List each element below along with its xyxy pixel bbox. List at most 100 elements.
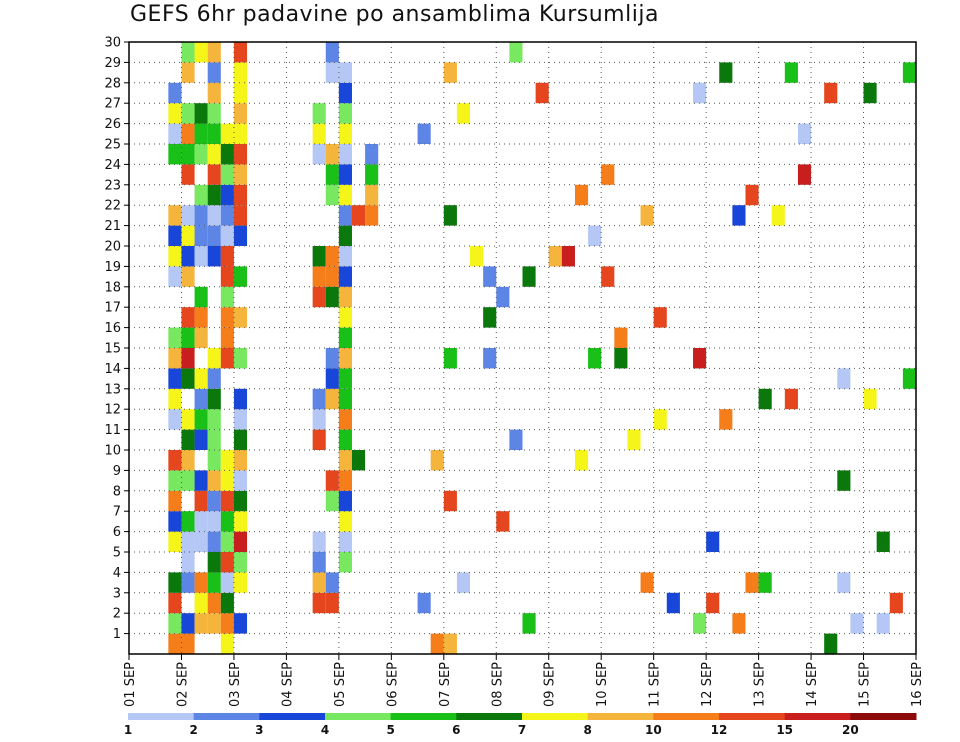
heatmap-cell [207,490,221,512]
heatmap-cell [443,490,457,512]
heatmap-cell [207,592,221,614]
heatmap-cell [194,286,208,308]
heatmap-cell [194,511,208,532]
y-tick-label: 14 [104,362,121,377]
colorbar-label: 4 [321,723,329,737]
heatmap-cell [168,572,182,593]
heatmap-cell [207,531,221,552]
heatmap-cell [194,592,208,614]
heatmap-cell [220,184,234,206]
heatmap-cell [430,450,444,471]
x-tick-label: 06 SEP [385,662,400,707]
heatmap-cell [194,388,208,410]
heatmap-cell [194,103,208,124]
heatmap-cell [312,429,326,450]
heatmap-cell [325,184,339,206]
heatmap-cell [194,531,208,552]
heatmap-cell [863,82,877,104]
heatmap-cell [168,490,182,512]
x-tick-label: 10 SEP [595,662,610,707]
heatmap-cell [640,205,654,226]
heatmap-cell [706,531,720,552]
heatmap-cell [207,470,221,491]
heatmap-cell [653,409,667,430]
heatmap-cell [220,246,234,267]
heatmap-cell [666,592,680,614]
heatmap-cell [338,368,352,389]
heatmap-cell [338,286,352,308]
heatmap-cell [719,409,733,430]
heatmap-cell [207,103,221,124]
heatmap-cell [233,388,248,410]
heatmap-cell [338,103,352,124]
y-tick-label: 3 [113,586,121,601]
heatmap-cell [456,572,471,593]
heatmap-cell [168,205,182,226]
heatmap-cell [233,205,248,226]
y-tick-label: 22 [104,199,121,214]
y-tick-label: 27 [104,97,121,112]
heatmap-cell [207,82,221,104]
heatmap-cell [194,246,208,267]
heatmap-cell [194,307,208,328]
heatmap-cell [194,184,208,206]
colorbar-label: 7 [518,723,526,737]
heatmap-cell [181,42,195,63]
y-tick-label: 21 [104,219,121,234]
y-tick-label: 15 [104,342,121,357]
heatmap-cell [365,164,379,185]
x-tick-label: 07 SEP [438,662,453,707]
x-tick-label: 05 SEP [333,662,348,707]
heatmap-cell [338,552,352,573]
heatmap-cell [338,470,352,491]
heatmap-cell [181,266,195,287]
colorbar-label: 3 [255,723,263,737]
x-tick-label: 04 SEP [280,662,295,707]
heatmap-cell [338,225,352,246]
heatmap-cell [207,62,221,83]
heatmap-cell [824,82,838,104]
heatmap-cell [338,531,352,552]
heatmap-cell [233,266,248,287]
heatmap-cell [312,266,326,287]
heatmap-cell [194,368,208,389]
heatmap-cell [220,572,234,593]
heatmap-cell [745,184,759,206]
heatmap-cell [181,164,195,185]
heatmap-cell [325,572,339,593]
heatmap-cell [338,409,352,430]
y-tick-label: 29 [104,56,121,71]
heatmap-cell [233,164,248,185]
heatmap-cell [207,42,221,63]
heatmap-cell [601,164,615,185]
heatmap-cell [168,450,182,471]
heatmap-cell [312,531,326,552]
heatmap-cell [220,490,234,512]
colorbar-segment [784,713,851,720]
heatmap-cell [207,429,221,450]
heatmap-cell [325,388,339,410]
heatmap-cell [365,184,379,206]
heatmap-cell [902,62,916,83]
heatmap-cell [233,552,248,573]
heatmap-cell [220,511,234,532]
colorbar-label: 8 [583,723,591,737]
heatmap-cell [181,144,195,165]
y-tick-label: 10 [104,444,121,459]
heatmap-cell [194,470,208,491]
heatmap-cell [194,327,208,348]
colorbar-label: 2 [189,723,197,737]
heatmap-cell [312,144,326,165]
y-tick-label: 30 [104,36,121,51]
heatmap-cell [325,164,339,185]
heatmap-cell [338,205,352,226]
heatmap-cell [574,450,589,471]
heatmap-cell [312,409,326,430]
heatmap-cell [338,164,352,185]
heatmap-cell [233,348,248,369]
heatmap-cell [863,388,877,410]
y-tick-label: 20 [104,240,121,255]
colorbar-label: 12 [711,723,728,737]
heatmap-cell [876,613,890,634]
heatmap-cell [220,531,234,552]
